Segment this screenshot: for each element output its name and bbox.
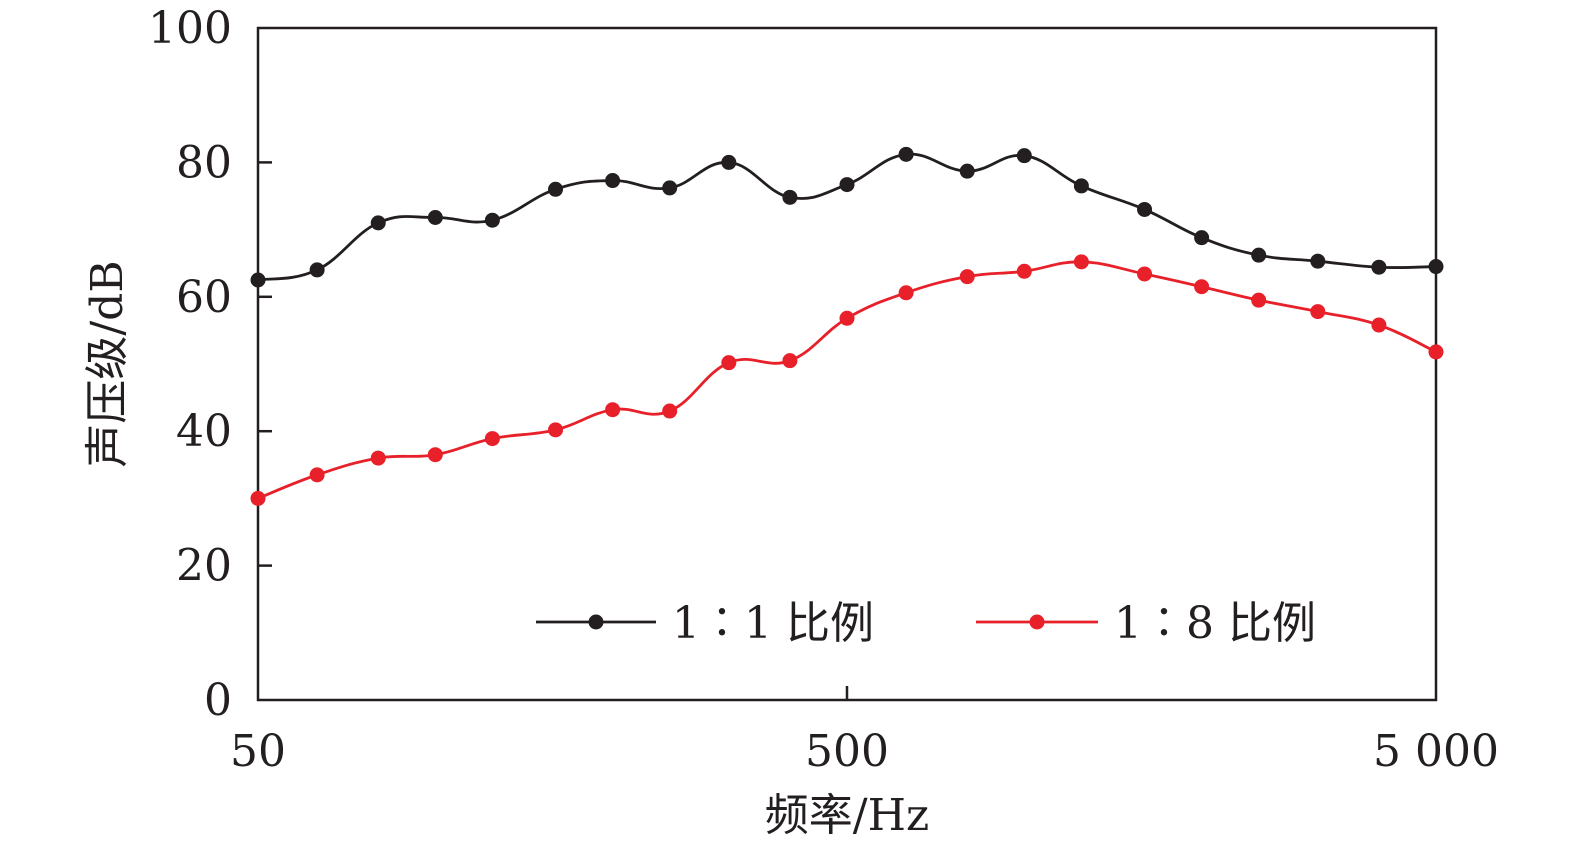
data-point: [721, 154, 737, 170]
series-2: [250, 254, 1444, 506]
x-tick-label: 500: [805, 726, 889, 777]
data-point: [898, 285, 914, 301]
y-axis: 0 20 40 60 80 100: [148, 3, 272, 726]
data-point: [605, 402, 621, 418]
data-point: [1251, 247, 1267, 263]
x-axis: 50 500 5 000: [230, 686, 1499, 777]
data-point: [1137, 266, 1153, 282]
y-tick-label: 80: [176, 137, 232, 188]
data-point: [1016, 263, 1032, 279]
data-point: [250, 272, 266, 288]
series-layer: [250, 146, 1444, 506]
legend-item: 1∶1 比例: [536, 598, 874, 649]
y-tick-label: 100: [148, 3, 232, 54]
legend-swatch-marker: [1029, 614, 1045, 630]
data-point: [1371, 317, 1387, 333]
data-point: [370, 450, 386, 466]
data-point: [250, 490, 266, 506]
data-point: [1016, 148, 1032, 164]
legend-label: 1∶1 比例: [672, 598, 874, 649]
data-point: [1428, 344, 1444, 360]
data-point: [309, 467, 325, 483]
data-point: [1428, 259, 1444, 275]
series-1: [250, 146, 1444, 288]
x-axis-title: 频率/Hz: [765, 790, 929, 841]
data-point: [1073, 178, 1089, 194]
data-point: [1251, 292, 1267, 308]
data-point: [721, 355, 737, 371]
y-tick-label: 20: [176, 541, 232, 592]
data-point: [662, 403, 678, 419]
data-point: [782, 353, 798, 369]
legend-item: 1∶8 比例: [976, 598, 1316, 649]
data-point: [605, 173, 621, 189]
data-point: [484, 431, 500, 447]
y-tick-label: 60: [176, 272, 232, 323]
data-point: [548, 181, 564, 197]
data-point: [548, 422, 564, 438]
y-tick-label: 0: [204, 675, 232, 726]
data-point: [427, 210, 443, 226]
data-point: [839, 177, 855, 193]
legend-label: 1∶8 比例: [1114, 598, 1316, 649]
data-point: [1073, 254, 1089, 270]
data-point: [959, 269, 975, 285]
x-tick-label: 50: [230, 726, 286, 777]
data-point: [959, 163, 975, 179]
x-tick-label: 5 000: [1373, 726, 1499, 777]
data-point: [1310, 253, 1326, 269]
series-line: [257, 260, 1437, 500]
data-point: [782, 189, 798, 205]
data-point: [309, 262, 325, 278]
data-point: [1310, 304, 1326, 320]
data-point: [1137, 201, 1153, 217]
data-point: [427, 447, 443, 463]
legend: 1∶1 比例 1∶8 比例: [536, 598, 1316, 649]
y-axis-title: 声压级/dB: [82, 260, 133, 467]
data-point: [898, 146, 914, 162]
data-point: [662, 180, 678, 196]
data-point: [839, 310, 855, 326]
legend-swatch-marker: [588, 614, 604, 630]
data-point: [1371, 259, 1387, 275]
data-point: [484, 212, 500, 228]
data-point: [1194, 279, 1210, 295]
data-point: [370, 215, 386, 231]
y-tick-label: 40: [176, 406, 232, 457]
data-point: [1194, 230, 1210, 246]
